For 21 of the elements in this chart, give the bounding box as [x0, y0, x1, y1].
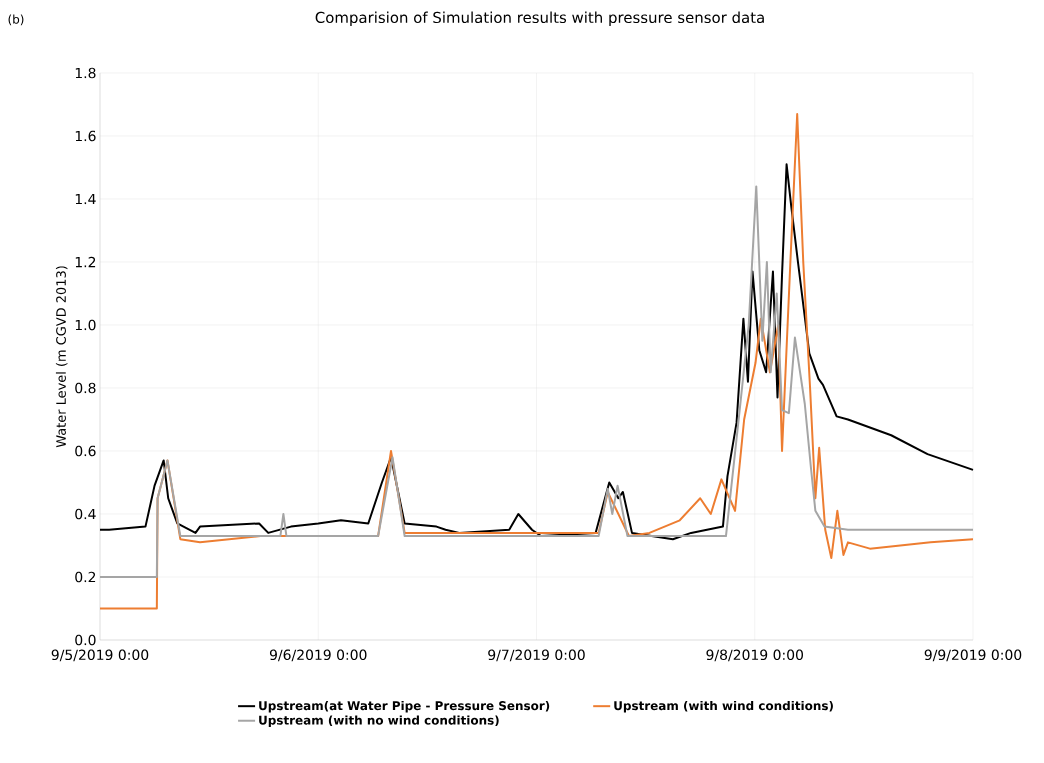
y-tick-label: 0.2	[75, 571, 96, 583]
x-tick-label: 9/8/2019 0:00	[706, 649, 803, 662]
y-axis-title: Water Level (m CGVD 2013)	[55, 266, 68, 448]
y-tick-label: 1.0	[75, 319, 96, 331]
legend-label: Upstream (with wind conditions)	[614, 700, 833, 713]
y-tick-label: 0.6	[75, 445, 96, 457]
x-tick-label: 9/6/2019 0:00	[269, 649, 367, 662]
legend-label: Upstream (with no wind conditions)	[259, 715, 499, 728]
legend-label: Upstream(at Water Pipe - Pressure Sensor)	[259, 700, 550, 713]
y-tick-label: 1.8	[75, 67, 96, 79]
y-tick-label: 0.4	[75, 508, 96, 520]
y-tick-label: 1.6	[75, 130, 96, 142]
y-tick-label: 0.0	[75, 634, 96, 646]
y-tick-label: 1.4	[75, 193, 96, 205]
chart-title: Comparision of Simulation results with pressure sensor data	[315, 11, 764, 26]
text: (b)	[8, 14, 24, 26]
x-tick-label: 9/9/2019 0:00	[924, 649, 1022, 662]
x-tick-label: 9/7/2019 0:00	[488, 649, 585, 662]
x-tick-label: 9/5/2019 0:00	[51, 649, 149, 662]
y-tick-label: 1.2	[75, 256, 96, 268]
y-tick-label: 0.8	[75, 382, 96, 394]
